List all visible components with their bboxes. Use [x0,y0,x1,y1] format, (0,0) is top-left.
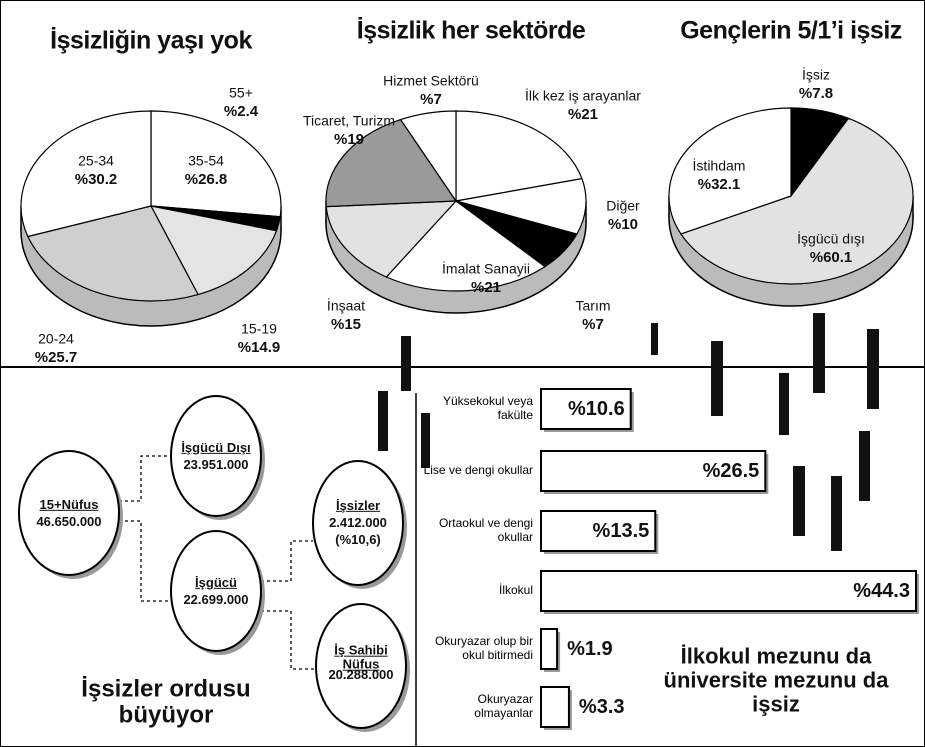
bar-value: %13.5 [593,520,650,542]
figure [793,466,805,536]
slice-value: %7 [420,92,442,109]
bar-value: %10.6 [568,398,625,420]
slice-label: 20-24 [38,331,74,346]
bar-value: %1.9 [567,638,613,660]
slice-label: 15-19 [241,321,277,336]
node-value: 46.650.000 [29,514,109,528]
bar-value: %3.3 [579,696,625,718]
slice-label: 55+ [229,85,253,100]
slice-label: 25-34 [78,153,114,168]
slice-value: %2.4 [224,104,258,121]
slice-label: İnşaat [327,298,365,313]
slice-value: %60.1 [810,250,853,267]
slice-value: %21 [471,280,501,297]
node-value: 22.699.000 [180,592,252,606]
bar-label: İlkokul [423,584,533,598]
bar-label: Okuryazar olup bir okul bitirmedi [423,635,533,663]
slice-value: %7 [582,317,604,334]
connector [261,541,313,581]
figure [651,323,658,355]
bar-label: Lise ve dengi okullar [423,464,533,478]
diagram-title: İşsizler ordusu büyüyor [76,677,256,730]
connector [261,611,316,669]
slice-value: %19 [334,132,364,149]
node-value: 2.412.000 [322,516,394,530]
chart-title: Gençlerin 5/1’i işsiz [680,17,902,45]
node-label: İşsizler [322,499,394,513]
node-label: İşgücü [180,575,252,589]
slice-label: Diğer [606,198,639,213]
chart-title: İlkokul mezunu da üniversite mezunu da i… [641,645,911,718]
slice-value: %10 [608,217,638,234]
node-label: İşgücü Dışı [180,440,252,454]
slice-label: İmalat Sanayii [442,261,530,276]
connector [119,456,171,501]
node-value: 20.288.000 [325,667,397,681]
figure [867,329,879,409]
bar-value: %26.5 [703,460,760,482]
slice-value: %26.8 [185,172,228,189]
slice-label: İlk kez iş arayanlar [525,88,641,103]
bar-label: Okuryazar olmayanlar [423,693,533,721]
figure [859,431,870,501]
slice-value: %14.9 [238,340,281,357]
slice-value: %21 [568,107,598,124]
bar [541,629,557,669]
slice-label: İşsiz [802,67,830,82]
slice-value: %15 [331,317,361,334]
slice-value: %7.8 [799,86,833,103]
slice-label: Ticaret, Turizm [303,113,395,128]
infographic: İşsizliğin yaşı yok 35-54 %26.8 55+ %2.4 15-1… [0,0,925,747]
slice-label: Hizmet Sektörü [383,73,479,88]
slice-value: %32.1 [698,177,741,194]
figure [831,476,842,551]
node-share: (%10,6) [322,533,394,547]
bar-label: Yüksekokul veya fakülte [423,395,533,423]
slice-label: 35-54 [188,153,224,168]
bar-value: %44.3 [853,580,910,602]
figure [779,373,789,435]
chart-title: İşsizliğin yaşı yok [50,27,252,55]
node-value: 23.951.000 [180,457,252,471]
node-label: 15+Nüfus [29,497,109,511]
slice-label: Tarım [576,298,611,313]
slice-label: İstihdam [693,158,746,173]
figure [378,391,388,451]
bar [541,687,569,727]
slice-value: %30.2 [75,172,118,189]
figure [711,341,723,416]
bar-label: Ortaokul ve dengi okullar [423,517,533,545]
slice-value: %25.7 [35,350,78,367]
chart-title: İşsizlik her sektörde [357,17,586,45]
figure [813,313,825,393]
figure [401,336,411,391]
slice-label: İşgücü dışı [797,231,865,246]
connector [119,521,171,601]
